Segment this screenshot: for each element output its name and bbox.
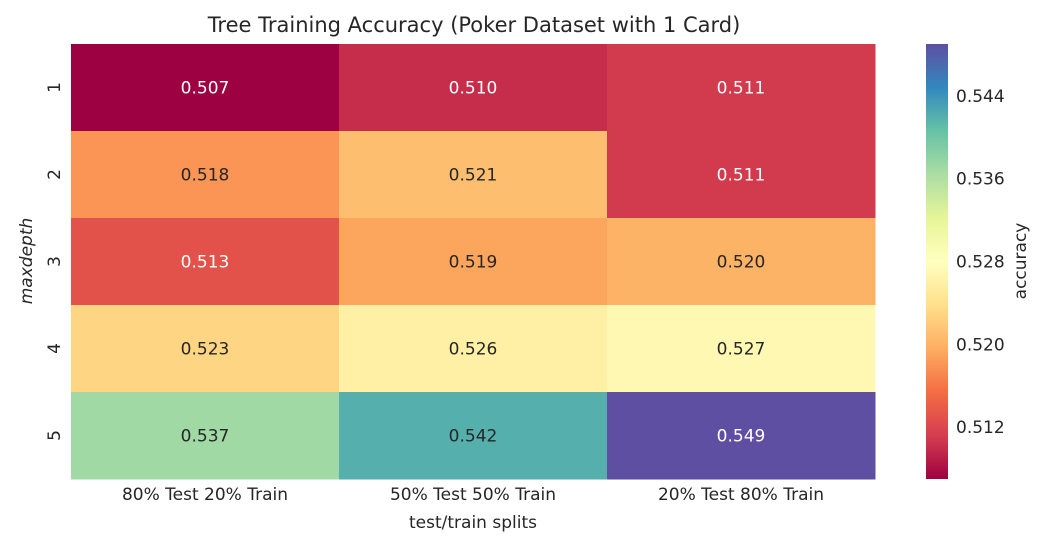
colorbar-tick-label: 0.544 — [956, 87, 1005, 107]
cell-value-label: 0.537 — [181, 427, 230, 447]
heatmap-cell — [339, 218, 608, 306]
heatmap-cell — [71, 392, 340, 480]
colorbar-tick-label: 0.528 — [956, 253, 1005, 273]
heatmap-cell — [71, 44, 340, 132]
heatmap-cell — [339, 131, 608, 219]
x-tick-label: 80% Test 20% Train — [122, 485, 288, 505]
heatmap-cell — [71, 131, 340, 219]
heatmap-cell — [339, 392, 608, 480]
x-tick-labels: 80% Test 20% Train 50% Test 50% Train 20% … — [122, 485, 824, 505]
cell-value-label: 0.513 — [181, 253, 230, 273]
cell-value-label: 0.526 — [449, 340, 498, 360]
heatmap-cell — [71, 305, 340, 393]
y-tick-label: 5 — [45, 430, 65, 441]
heatmap-cell — [607, 44, 876, 132]
heatmap-cell — [607, 305, 876, 393]
cell-value-label: 0.519 — [449, 253, 498, 273]
cell-value-label: 0.521 — [449, 166, 498, 186]
cell-value-label: 0.511 — [717, 166, 766, 186]
colorbar-ticks: 0.512 0.520 0.528 0.536 0.544 — [956, 87, 1005, 438]
x-axis-label: test/train splits — [409, 513, 537, 533]
cell-value-label: 0.510 — [449, 79, 498, 99]
heatmap-cell — [607, 392, 876, 480]
chart-title: Tree Training Accuracy (Poker Dataset wi… — [207, 13, 741, 37]
y-axis-label: maxdepth — [17, 218, 37, 305]
x-tick-label: 20% Test 80% Train — [658, 485, 824, 505]
y-tick-labels: 1 2 3 4 5 — [45, 82, 65, 441]
cell-value-label: 0.527 — [717, 340, 766, 360]
colorbar-tick-label: 0.536 — [956, 170, 1005, 190]
cell-value-label: 0.520 — [717, 253, 766, 273]
cell-value-label: 0.523 — [181, 340, 230, 360]
y-tick-label: 1 — [45, 82, 65, 93]
heatmap-cell — [339, 305, 608, 393]
heatmap-cell — [607, 131, 876, 219]
cell-value-label: 0.507 — [181, 79, 230, 99]
y-tick-label: 3 — [45, 256, 65, 267]
heatmap-cell — [71, 218, 340, 306]
y-tick-label: 2 — [45, 169, 65, 180]
heatmap-cell — [607, 218, 876, 306]
heatmap-cells: 0.507 0.510 0.511 0.518 0.521 0.511 0.513 0.519… — [71, 44, 876, 480]
cell-value-label: 0.518 — [181, 166, 230, 186]
colorbar-tick-label: 0.512 — [956, 418, 1005, 438]
colorbar-tick-label: 0.520 — [956, 335, 1005, 355]
x-tick-label: 50% Test 50% Train — [390, 485, 556, 505]
heatmap-cell — [339, 44, 608, 132]
colorbar-label: accuracy — [1011, 223, 1031, 300]
cell-value-label: 0.542 — [449, 427, 498, 447]
cell-value-label: 0.549 — [717, 427, 766, 447]
cell-value-label: 0.511 — [717, 79, 766, 99]
y-tick-label: 4 — [45, 343, 65, 354]
colorbar — [926, 44, 948, 479]
